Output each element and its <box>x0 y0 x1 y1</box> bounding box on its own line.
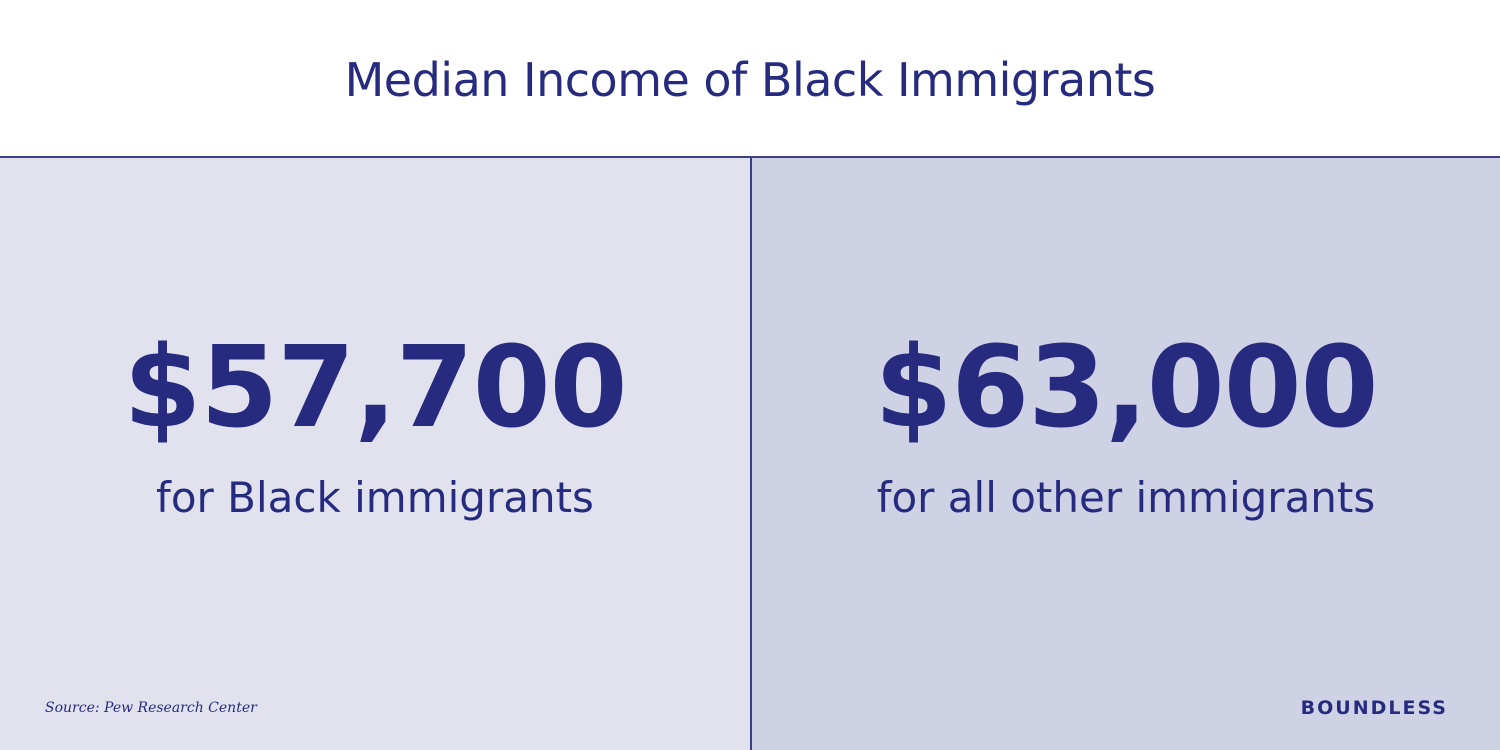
panel: $57,700 for Black immigrants Source: Pew… <box>0 158 750 750</box>
amount: $63,000 <box>874 323 1378 453</box>
amount-label: for all other immigrants <box>876 473 1376 522</box>
title: Median Income of Black Immigrants <box>344 53 1156 107</box>
amount-label: for Black immigrants <box>156 473 594 522</box>
panel: $63,000 for all other immigrants BOUNDLE… <box>750 158 1500 750</box>
amount: $57,700 <box>123 323 627 453</box>
brand: BOUNDLESS <box>1300 697 1448 719</box>
header: Median Income of Black Immigrants <box>0 0 1500 158</box>
source: Source: Pew Research Center <box>45 700 257 716</box>
